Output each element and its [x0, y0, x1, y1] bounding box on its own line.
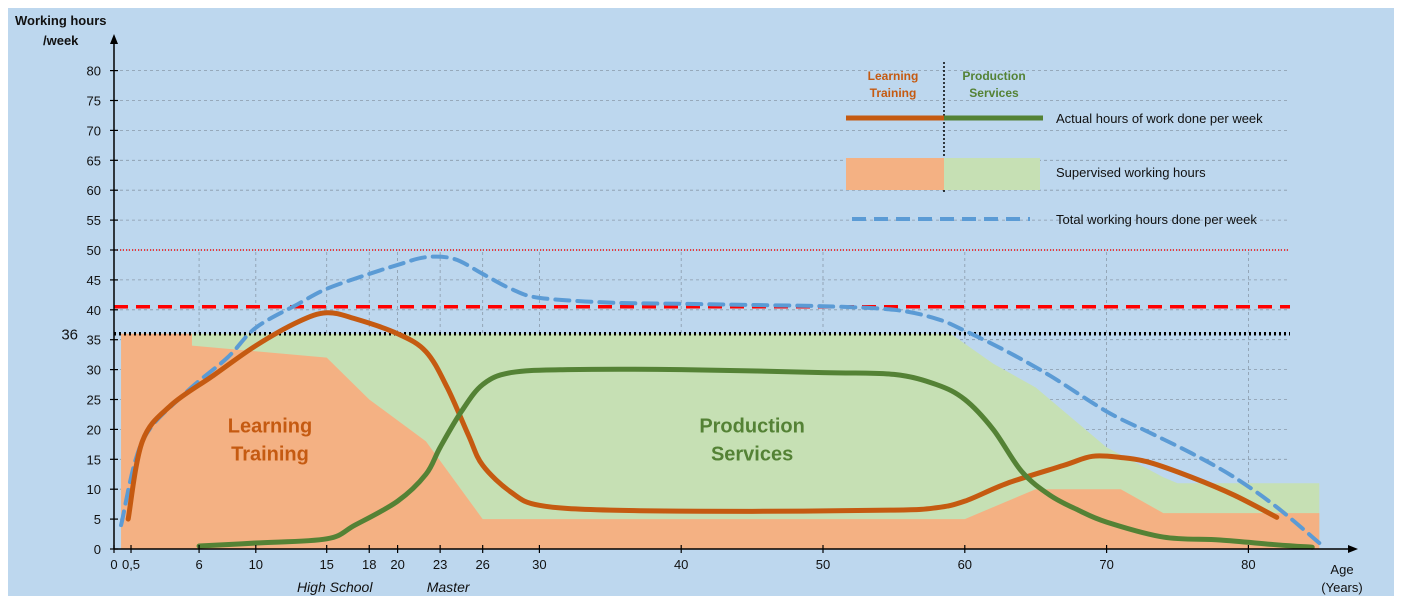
legend-header-production: Production — [962, 69, 1025, 83]
x-tick-label: 18 — [362, 557, 376, 572]
y-axis-title-line1: Working hours — [15, 13, 106, 28]
legend-label: Actual hours of work done per week — [1056, 111, 1263, 126]
y-tick-label: 25 — [87, 393, 101, 408]
region-labels: Learning Training Production Services — [228, 415, 805, 465]
legend-label: Supervised working hours — [1056, 165, 1206, 180]
y-tick-label: 45 — [87, 273, 101, 288]
x-axis-title-line1: Age — [1330, 562, 1353, 577]
x-tick-label: 80 — [1241, 557, 1255, 572]
y-tick-label: 60 — [87, 183, 101, 198]
milestone-label: Master — [427, 579, 471, 595]
legend-header-learning: Learning — [868, 69, 919, 83]
y-tick-label: 55 — [87, 213, 101, 228]
series-line — [196, 366, 1315, 550]
y-tick-label: 75 — [87, 94, 101, 109]
x-tick-label: 6 — [195, 557, 202, 572]
x-tick-label: 23 — [433, 557, 447, 572]
y-tick-label: 70 — [87, 123, 101, 138]
y-tick-label: 50 — [87, 243, 101, 258]
legend: Learning Training Production Services Actual… — [846, 62, 1263, 227]
x-tick-label: 15 — [319, 557, 333, 572]
x-tick-label: 0,5 — [122, 557, 140, 572]
series-line — [125, 310, 1280, 522]
x-tick-label: 26 — [475, 557, 489, 572]
axes — [110, 34, 1358, 553]
x-tick-label: 0 — [110, 557, 117, 572]
region-label: Training — [231, 443, 309, 465]
y-tick-label: 5 — [94, 512, 101, 527]
y-tick-label: 20 — [87, 422, 101, 437]
y-tick-label: 35 — [87, 333, 101, 348]
region-label: Learning — [228, 415, 312, 437]
x-axis-title-line2: (Years) — [1321, 580, 1362, 595]
milestone-label: High School — [297, 579, 373, 595]
y-axis-arrow — [110, 34, 118, 44]
legend-swatch-supervised-production — [944, 158, 1040, 190]
legend-swatch-supervised-learning — [846, 158, 944, 190]
y-tick-label: 65 — [87, 153, 101, 168]
x-tick-label: 30 — [532, 557, 546, 572]
reference-line-label: 36 — [61, 327, 78, 344]
y-tick-label: 80 — [87, 64, 101, 79]
series-lines — [119, 254, 1322, 550]
y-axis-title-line2: /week — [43, 33, 79, 48]
legend-header-production: Services — [969, 86, 1019, 100]
y-tick-label: 0 — [94, 542, 101, 557]
y-tick-label: 10 — [87, 482, 101, 497]
x-axis-arrow — [1348, 545, 1358, 553]
reference-lines: 36 — [61, 249, 1290, 344]
x-tick-label: 10 — [249, 557, 263, 572]
x-tick-label: 40 — [674, 557, 688, 572]
supervised-areas — [121, 333, 1320, 549]
x-tick-label: 20 — [390, 557, 404, 572]
x-tick-label: 50 — [816, 557, 830, 572]
x-tick-label: 60 — [958, 557, 972, 572]
legend-header-learning: Training — [870, 86, 917, 100]
supervised-area — [121, 333, 1320, 549]
tick-labels: 0 5 10 15 20 25 30 35 40 45 50 55 60 65 70 75 80 0 0,5 6 10 1… — [15, 13, 1363, 595]
series-line — [119, 254, 1322, 546]
y-tick-label: 15 — [87, 452, 101, 467]
region-label: Services — [711, 443, 793, 465]
y-tick-label: 40 — [87, 303, 101, 318]
legend-label: Total working hours done per week — [1056, 212, 1257, 227]
region-label: Production — [699, 415, 805, 437]
x-tick-label: 70 — [1099, 557, 1113, 572]
y-tick-label: 30 — [87, 363, 101, 378]
